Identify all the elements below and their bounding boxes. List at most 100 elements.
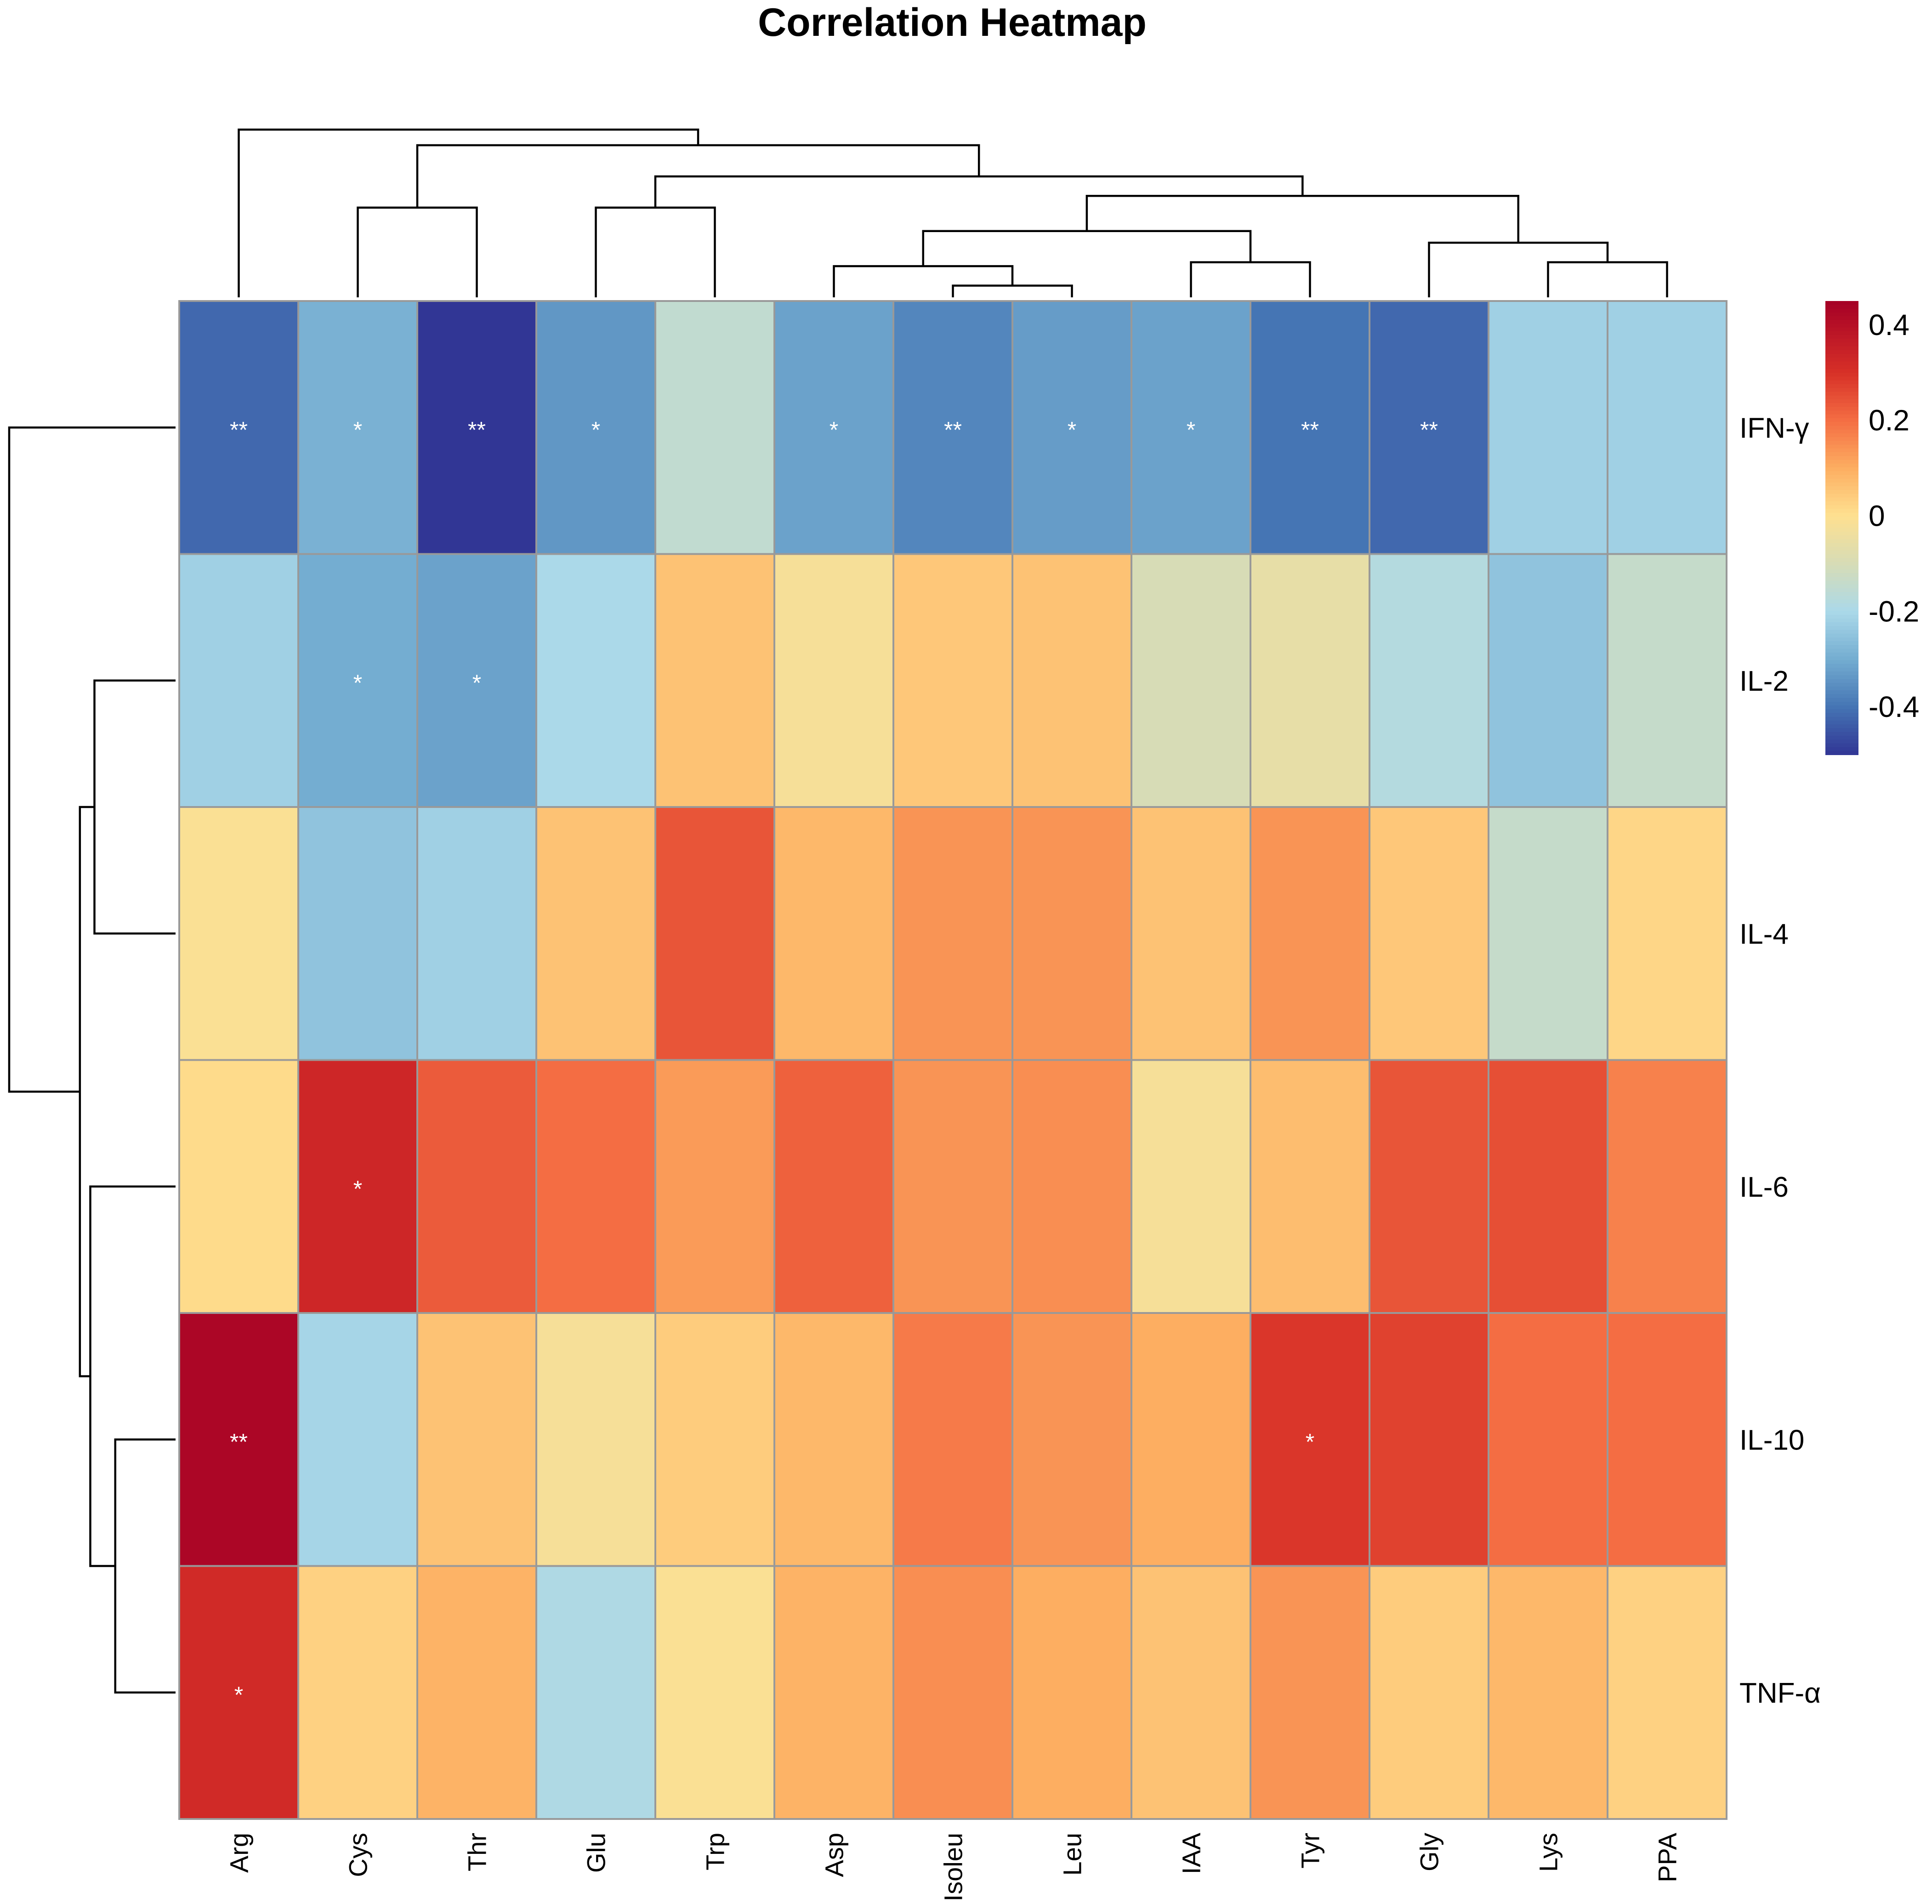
- legend-gradient-step: [1825, 580, 1858, 585]
- heatmap-cell: [1607, 806, 1727, 1061]
- column-label: Arg: [225, 1833, 254, 1873]
- heatmap-cells: [178, 300, 1727, 1820]
- legend-gradient-step: [1825, 667, 1858, 672]
- heatmap-cell: [1369, 1059, 1489, 1314]
- heatmap-cell: [297, 300, 418, 555]
- heatmap-cell: [654, 553, 775, 808]
- legend-gradient-step: [1825, 656, 1858, 661]
- legend-gradient-step: [1825, 524, 1858, 529]
- heatmap-cell: [1250, 806, 1370, 1061]
- row-label: IFN-γ: [1739, 412, 1809, 444]
- heatmap-cell: [416, 806, 537, 1061]
- column-label: Glu: [582, 1833, 611, 1873]
- column-label: Gly: [1415, 1833, 1444, 1871]
- legend-gradient-step: [1825, 565, 1858, 570]
- legend-gradient-step: [1825, 335, 1858, 340]
- legend-gradient-step: [1825, 558, 1858, 563]
- legend-gradient-step: [1825, 607, 1858, 612]
- legend-gradient-step: [1825, 490, 1858, 494]
- heatmap-cell: [1250, 300, 1370, 555]
- legend-tick-label: 0.2: [1869, 404, 1909, 437]
- legend-gradient-step: [1825, 671, 1858, 676]
- heatmap-cell: [654, 1565, 775, 1820]
- heatmap-cell: [1011, 1565, 1132, 1820]
- legend-gradient-step: [1825, 475, 1858, 479]
- column-dendrogram-branch: [922, 230, 1252, 267]
- legend-gradient-step: [1825, 512, 1858, 517]
- column-dendrogram-branch: [1428, 241, 1609, 297]
- legend-gradient-step: [1825, 675, 1858, 680]
- heatmap-cell: [1011, 1059, 1132, 1314]
- legend-gradient-step: [1825, 720, 1858, 725]
- legend-tick-label: -0.2: [1869, 595, 1919, 628]
- legend-gradient-step: [1825, 739, 1858, 744]
- legend-gradient-step: [1825, 365, 1858, 370]
- legend-gradient-step: [1825, 645, 1858, 649]
- legend-gradient-step: [1825, 320, 1858, 324]
- legend-gradient-step: [1825, 709, 1858, 714]
- legend-gradient-step: [1825, 494, 1858, 498]
- legend-gradient-step: [1825, 460, 1858, 464]
- legend-gradient-step: [1825, 301, 1858, 306]
- legend-gradient-step: [1825, 543, 1858, 547]
- significance-label: *: [234, 1682, 243, 1708]
- heatmap-cell: [654, 1059, 775, 1314]
- legend-gradient-step: [1825, 403, 1858, 408]
- column-label: Trp: [701, 1833, 730, 1870]
- heatmap-cell: [1369, 553, 1489, 808]
- heatmap-cell: [1131, 806, 1251, 1061]
- heatmap-cell: [416, 1312, 537, 1567]
- legend-gradient-step: [1825, 312, 1858, 317]
- row-label: IL-4: [1739, 918, 1789, 950]
- legend-gradient-step: [1825, 448, 1858, 453]
- column-dendrogram-branch: [1547, 261, 1668, 297]
- legend-gradient-step: [1825, 346, 1858, 351]
- column-label: Asp: [820, 1833, 849, 1877]
- legend-gradient-step: [1825, 505, 1858, 510]
- significance-label: **: [468, 417, 486, 443]
- legend-gradient-step: [1825, 437, 1858, 442]
- heatmap-cell: [297, 1059, 418, 1314]
- legend-gradient-step: [1825, 358, 1858, 362]
- legend-gradient-step: [1825, 422, 1858, 426]
- legend-gradient-step: [1825, 713, 1858, 717]
- legend-gradient-step: [1825, 426, 1858, 430]
- heatmap-cell: [1369, 1565, 1489, 1820]
- significance-label: *: [353, 1176, 362, 1202]
- column-label: Isoleu: [939, 1833, 968, 1901]
- column-dendrogram-branch: [1190, 261, 1311, 297]
- legend-gradient-step: [1825, 350, 1858, 355]
- legend-tick-label: -0.4: [1869, 690, 1919, 723]
- legend-gradient-step: [1825, 373, 1858, 377]
- legend-gradient-step: [1825, 395, 1858, 400]
- heatmap-cell: [892, 553, 1013, 808]
- legend-gradient-step: [1825, 584, 1858, 589]
- column-label: Thr: [463, 1833, 492, 1871]
- legend-gradient-step: [1825, 410, 1858, 415]
- legend-gradient-step: [1825, 660, 1858, 665]
- column-label: PPA: [1653, 1832, 1682, 1882]
- heatmap-cell: [1250, 553, 1370, 808]
- heatmap-cell: [178, 806, 299, 1061]
- heatmap-cell: [773, 553, 894, 808]
- heatmap-cell: [1488, 553, 1608, 808]
- heatmap-cell: [535, 1312, 656, 1567]
- heatmap-cell: [773, 1059, 894, 1314]
- legend-gradient-step: [1825, 444, 1858, 449]
- significance-label: *: [353, 417, 362, 443]
- legend-gradient-step: [1825, 452, 1858, 457]
- heatmap-cell: [773, 300, 894, 555]
- legend-gradient-step: [1825, 550, 1858, 555]
- heatmap-cell: [1607, 1059, 1727, 1314]
- heatmap-cell: [892, 1312, 1013, 1567]
- significance-labels: ** * ** * * ** * * ** *** **** **: [230, 417, 1438, 1708]
- legend-gradient-step: [1825, 324, 1858, 328]
- heatmap-cell: [178, 300, 299, 555]
- legend-gradient-step: [1825, 467, 1858, 472]
- heatmap-cell: [178, 1059, 299, 1314]
- legend-gradient-step: [1825, 618, 1858, 623]
- significance-label: *: [1068, 417, 1076, 443]
- heatmap-cell: [1131, 553, 1251, 808]
- row-label: IL-2: [1739, 665, 1789, 697]
- heatmap-cell: [1011, 806, 1132, 1061]
